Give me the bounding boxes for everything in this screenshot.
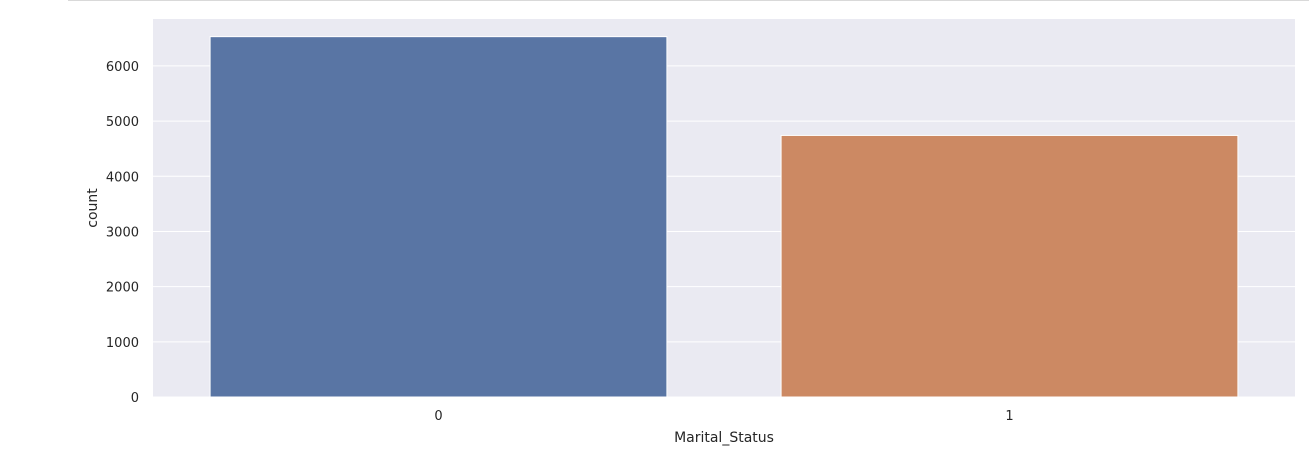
- y-tick-labels: 0 1000 2000 3000 4000 5000 6000: [106, 60, 139, 406]
- bars: [209, 36, 1239, 398]
- y-tick-label: 4000: [106, 170, 139, 185]
- y-tick-label: 1000: [106, 336, 139, 351]
- x-axis-label: Marital_Status: [674, 430, 774, 446]
- y-tick-label: 2000: [106, 281, 139, 296]
- x-tick-label: 1: [1005, 409, 1013, 424]
- top-divider: [68, 0, 1309, 1]
- y-tick-label: 0: [131, 391, 139, 406]
- x-tick-label: 0: [434, 409, 442, 424]
- y-tick-label: 3000: [106, 225, 139, 240]
- y-tick-label: 5000: [106, 115, 139, 130]
- bar-0: [209, 36, 668, 398]
- y-axis-label: count: [85, 188, 101, 228]
- bar-1: [780, 134, 1239, 398]
- y-tick-label: 6000: [106, 60, 139, 75]
